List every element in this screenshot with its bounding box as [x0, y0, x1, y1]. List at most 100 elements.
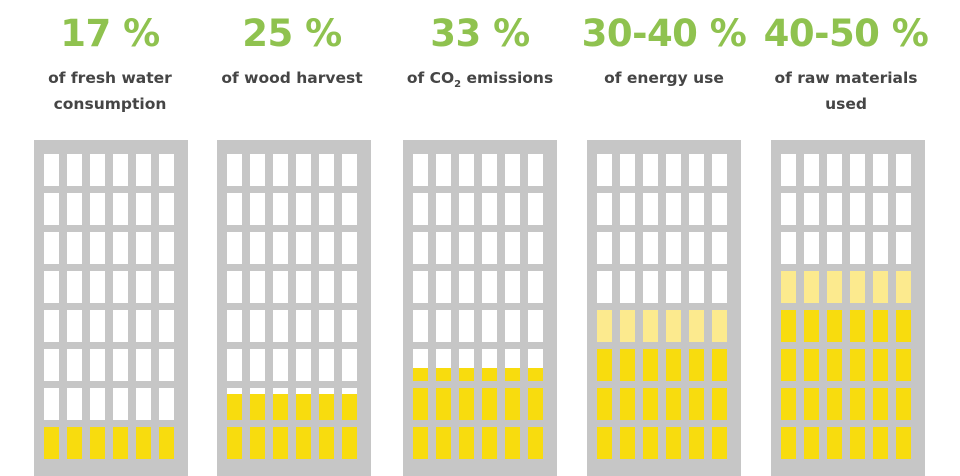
window-filled — [666, 310, 681, 342]
window — [505, 310, 520, 342]
window-filled — [896, 271, 911, 303]
window-filled — [505, 388, 520, 420]
window-fill — [459, 368, 474, 381]
window-partially-filled — [413, 349, 428, 381]
stat-label: of raw materials used — [774, 69, 918, 113]
window — [482, 232, 497, 264]
window-filled — [482, 388, 497, 420]
window-filled — [689, 310, 704, 342]
window — [159, 271, 174, 303]
window — [436, 154, 451, 186]
window — [505, 271, 520, 303]
window — [804, 154, 819, 186]
stat-label-text-end: emissions — [461, 69, 554, 87]
window — [666, 271, 681, 303]
window-filled — [528, 427, 543, 459]
window — [413, 154, 428, 186]
window — [159, 154, 174, 186]
window-fill — [227, 394, 242, 420]
window-filled — [850, 427, 865, 459]
building-icon — [771, 140, 925, 476]
window-filled — [781, 349, 796, 381]
window — [436, 232, 451, 264]
window — [666, 193, 681, 225]
window — [459, 310, 474, 342]
window-filled — [712, 427, 727, 459]
window-filled — [436, 427, 451, 459]
window-filled — [436, 388, 451, 420]
window — [482, 154, 497, 186]
window — [319, 193, 334, 225]
window — [643, 271, 658, 303]
window — [436, 271, 451, 303]
window — [136, 388, 151, 420]
window — [804, 193, 819, 225]
window — [250, 154, 265, 186]
window-fill — [482, 368, 497, 381]
window — [227, 310, 242, 342]
stat-label: of wood harvest — [221, 69, 363, 87]
window — [273, 310, 288, 342]
window-filled — [597, 349, 612, 381]
window-filled — [159, 427, 174, 459]
window — [273, 232, 288, 264]
window-filled — [804, 271, 819, 303]
window — [67, 349, 82, 381]
window — [44, 232, 59, 264]
window-filled — [505, 427, 520, 459]
window — [689, 271, 704, 303]
window — [482, 310, 497, 342]
window — [342, 193, 357, 225]
window — [319, 154, 334, 186]
window-filled — [804, 349, 819, 381]
window-filled — [250, 427, 265, 459]
window-filled — [597, 388, 612, 420]
window-fill — [528, 368, 543, 381]
window — [827, 232, 842, 264]
window-filled — [90, 427, 105, 459]
window-filled — [804, 388, 819, 420]
window — [296, 154, 311, 186]
window — [250, 232, 265, 264]
window — [90, 388, 105, 420]
window-filled — [643, 310, 658, 342]
window — [67, 154, 82, 186]
window — [296, 310, 311, 342]
window — [597, 271, 612, 303]
window — [528, 193, 543, 225]
window-fill — [436, 368, 451, 381]
window-filled — [413, 388, 428, 420]
window-filled — [827, 310, 842, 342]
window-filled — [113, 427, 128, 459]
window — [896, 193, 911, 225]
window — [712, 154, 727, 186]
window-partially-filled — [250, 388, 265, 420]
window — [850, 232, 865, 264]
window — [296, 349, 311, 381]
window-filled — [597, 310, 612, 342]
window-filled — [827, 349, 842, 381]
window — [136, 154, 151, 186]
window-filled — [528, 388, 543, 420]
window — [136, 193, 151, 225]
window — [319, 310, 334, 342]
window-filled — [620, 310, 635, 342]
window — [459, 193, 474, 225]
window-filled — [319, 427, 334, 459]
window — [643, 154, 658, 186]
window — [712, 232, 727, 264]
window — [850, 154, 865, 186]
window — [113, 271, 128, 303]
window — [597, 193, 612, 225]
window-filled — [643, 388, 658, 420]
window — [113, 193, 128, 225]
stat-value: 17 % — [60, 12, 160, 55]
building-icon — [217, 140, 371, 476]
stat-value: 25 % — [242, 12, 342, 55]
window — [44, 271, 59, 303]
window — [459, 271, 474, 303]
window — [827, 154, 842, 186]
window-filled — [873, 388, 888, 420]
window — [689, 232, 704, 264]
window-filled — [666, 349, 681, 381]
